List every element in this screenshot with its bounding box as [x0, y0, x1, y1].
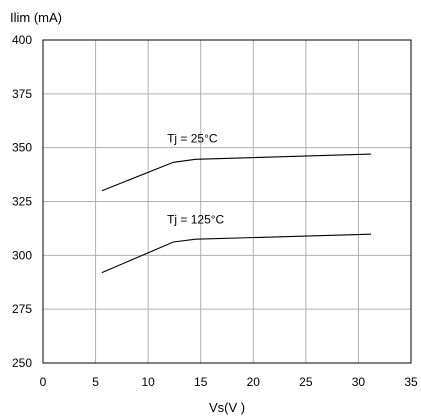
y-tick-label: 400: [12, 33, 32, 47]
grid: [43, 40, 411, 363]
x-axis-title: Vs(V ): [209, 400, 245, 415]
x-tick-label: 5: [92, 375, 99, 389]
y-tick-label: 250: [12, 356, 32, 370]
x-tick-label: 25: [299, 375, 313, 389]
series-line-2: [101, 233, 372, 274]
series-label-1: Tj = 25°C: [167, 131, 218, 145]
x-tick-label: 20: [247, 375, 261, 389]
x-tick-label: 35: [404, 375, 418, 389]
x-tick-label: 30: [352, 375, 366, 389]
plot-frame: [42, 39, 412, 364]
series-line-1: [101, 153, 372, 192]
x-tick-label: 10: [141, 375, 155, 389]
tick-labels: 0 5 10 15 20 25 30 35 250 275 300 325 350 375 400: [12, 33, 418, 389]
y-tick-label: 300: [12, 248, 32, 262]
series-label-2: Tj = 125°C: [167, 212, 224, 226]
series-group: [101, 153, 372, 274]
y-tick-label: 325: [12, 195, 32, 209]
y-axis-title: Ilim (mA): [10, 10, 62, 25]
x-tick-label: 15: [194, 375, 208, 389]
y-tick-label: 350: [12, 141, 32, 155]
x-tick-label: 0: [40, 375, 47, 389]
y-tick-label: 275: [12, 302, 32, 316]
annotations: Tj = 25°C Tj = 125°C: [167, 131, 224, 226]
y-tick-label: 375: [12, 87, 32, 101]
